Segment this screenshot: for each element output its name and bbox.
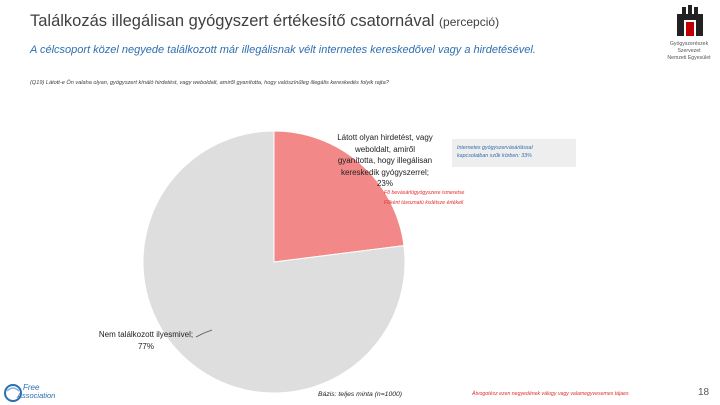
base-note: Bázis: teljes minta (n=1000) xyxy=(318,391,403,398)
red-note-1: Fő bevásárlógyógyszere ismeretse xyxy=(384,190,465,196)
logo-line-2: Nemzeti Egyesület xyxy=(667,55,711,61)
page-number: 18 xyxy=(698,387,710,398)
logo-line-1: Gyógyszerészek Szervezet xyxy=(669,41,709,54)
info-note-line-2: kapcsolatban szűk körben: 33% xyxy=(457,153,532,159)
title-main: Találkozás illegálisan gyógyszert értéke… xyxy=(30,12,435,30)
pie-slice-not-seen xyxy=(142,130,406,394)
logo-left-line-2: Association xyxy=(17,391,56,400)
info-note-line-1: Internetes gyógyszervásárlással xyxy=(457,145,533,151)
organization-logo: Gyógyszerészek Szervezet Nemzeti Egyesül… xyxy=(660,4,718,66)
castle-icon xyxy=(677,5,703,36)
slide-subtitle: A célcsoport közel negyede találkozott m… xyxy=(30,44,536,56)
title-suffix: (percepció) xyxy=(439,15,500,29)
slice-label-seen: Látott olyan hirdetést, vagy weboldalt, … xyxy=(337,133,433,188)
free-association-logo: Free Association xyxy=(4,382,55,404)
logo-left-line-1: Free xyxy=(23,383,40,392)
pie-slice-seen xyxy=(273,130,405,263)
red-notes: Fő bevásárlógyógyszere ismeretse Főként … xyxy=(384,188,464,208)
leader-line xyxy=(195,329,213,338)
footer-red-note: Átvogotész ezen negyedének válogy vagy v… xyxy=(472,391,629,397)
globe-icon xyxy=(4,384,22,402)
red-note-2: Főként távoznatú kislétsze értékeli xyxy=(384,200,464,206)
info-note-box: Internetes gyógyszervásárlással kapcsola… xyxy=(452,139,576,167)
slice-label-not-seen: Nem találkozott ilyesmivel; 77% xyxy=(98,330,194,351)
survey-question: (Q19) Látott-e Ön valaha olyan, gyógysze… xyxy=(30,80,389,86)
slide-title: Találkozás illegálisan gyógyszert értéke… xyxy=(30,12,499,31)
